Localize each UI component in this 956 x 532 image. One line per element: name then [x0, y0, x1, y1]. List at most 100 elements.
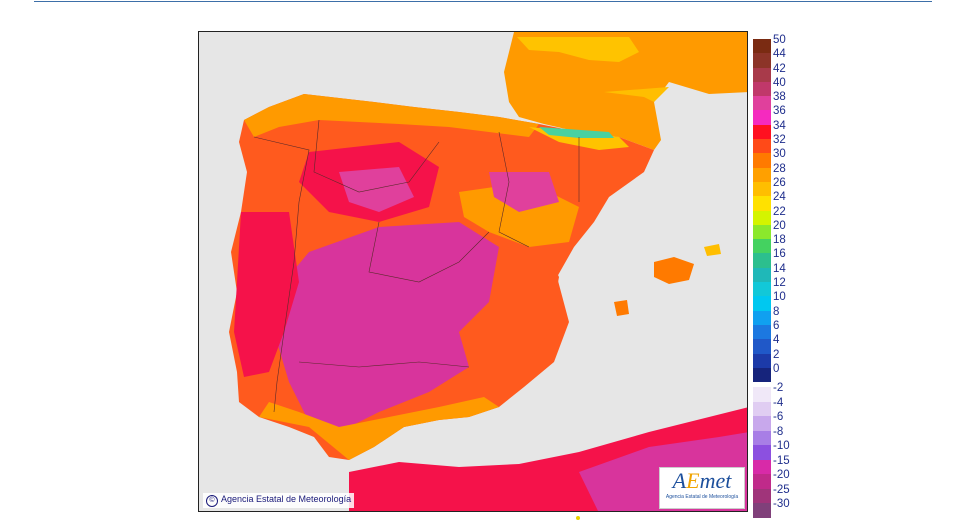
menorca: [704, 244, 721, 256]
legend-positive-swatch: [753, 67, 771, 82]
legend-positive-label: 24: [773, 191, 786, 204]
footer-marker: [576, 516, 580, 520]
logo-rest: met: [699, 468, 732, 493]
legend-positive-label: 18: [773, 234, 786, 247]
border-aragon: [498, 131, 530, 248]
legend-negative-swatch: [753, 416, 771, 431]
legend-negative-swatch: [753, 503, 771, 518]
central-plateau: [274, 222, 499, 432]
copyright-credit: © Agencia Estatal de Meteorología: [203, 493, 355, 508]
legend-positive-swatch: [753, 124, 771, 140]
legend-negative-label: -30: [773, 498, 790, 510]
south-coast-warm: [259, 397, 499, 460]
aemet-logo: AEmet Agencia Estatal de Meteorología: [659, 467, 745, 509]
legend-positive-swatch: [753, 253, 771, 268]
border-northern-regions: [313, 119, 440, 193]
ebro-hot-core: [489, 172, 559, 212]
logo-letter-e: E: [686, 468, 700, 493]
legend-positive-label: 2: [773, 348, 780, 361]
ibiza: [614, 300, 629, 316]
legend-positive-swatch: [753, 339, 771, 354]
copyright-icon: ©: [206, 495, 218, 507]
legend-positive-swatch: [753, 196, 771, 211]
levante-warm: [484, 247, 559, 362]
legend-positive-swatch: [753, 81, 771, 97]
legend-positive-label: 22: [773, 205, 786, 218]
north-coast-warm: [244, 94, 539, 137]
legend-negative-swatch: [753, 401, 771, 416]
legend-negative-label: -2: [773, 382, 784, 394]
legend-positive-label: 12: [773, 277, 786, 290]
legend-positive-label: 0: [773, 362, 780, 375]
legend-positive-swatch: [753, 310, 771, 325]
legend-positive-label: 30: [773, 148, 786, 161]
region-borders: [253, 119, 580, 413]
legend-positive-label: 32: [773, 134, 786, 147]
legend-positive-label: 6: [773, 319, 780, 332]
west-portugal-hot: [234, 212, 299, 377]
legend-positive-label: 16: [773, 248, 786, 261]
legend-positive-label: 34: [773, 119, 786, 132]
legend-positive-label: 4: [773, 334, 780, 347]
legend-positive-swatch: [753, 367, 771, 383]
legend-positive-swatch: [753, 110, 771, 125]
mallorca: [654, 257, 694, 284]
legend-negative-label: -20: [773, 469, 790, 481]
pyrenees-peaks: [539, 127, 614, 138]
legend-positive-scale: [753, 39, 771, 383]
legend-positive-swatch: [753, 181, 771, 197]
france-cool-zone: [517, 37, 639, 62]
legend-positive-label: 28: [773, 162, 786, 175]
logo-letter-a: A: [672, 468, 687, 493]
legend-positive-labels: 50 44 42 40 38 36 34 32 30 28 26 24 22 20 18 16 14 12 10 8 6…: [773, 33, 786, 376]
legend-negative-label: -25: [773, 483, 790, 496]
legend-positive-swatch: [753, 139, 771, 154]
legend-positive-label: 38: [773, 91, 786, 104]
legend-positive-swatch: [753, 39, 771, 54]
legend-positive-swatch: [753, 53, 771, 68]
legend-positive-swatch: [753, 153, 771, 168]
legend-negative-swatch: [753, 488, 771, 503]
legend-positive-swatch: [753, 267, 771, 283]
legend-positive-swatch: [753, 210, 771, 225]
legend-negative-swatch: [753, 474, 771, 489]
legend-positive-swatch: [753, 224, 771, 240]
france-mild-zone: [604, 87, 669, 102]
legend-positive-label: 20: [773, 219, 786, 232]
legend-positive-swatch: [753, 296, 771, 311]
legend-positive-swatch: [753, 96, 771, 111]
legend-positive-swatch: [753, 239, 771, 254]
legend-negative-swatch: [753, 387, 771, 402]
logo-subtitle: Agencia Estatal de Meteorología: [665, 494, 739, 500]
border-andalucia: [298, 361, 470, 368]
legend-negative-label: -10: [773, 440, 790, 452]
legend-negative-label: -4: [773, 396, 784, 409]
legend-positive-swatch: [753, 324, 771, 340]
legend-negative-label: -8: [773, 425, 784, 438]
legend-positive-swatch: [753, 167, 771, 182]
legend-positive-label: 42: [773, 62, 786, 75]
legend-negative-labels: -2 -4 -6 -8 -10 -15 -20 -25 -30: [773, 381, 790, 512]
duero-core: [339, 167, 414, 212]
top-divider: [34, 1, 932, 2]
map-canvas: [199, 32, 747, 511]
legend-positive-label: 44: [773, 48, 786, 61]
legend-positive-label: 40: [773, 76, 786, 89]
legend-positive-label: 36: [773, 105, 786, 118]
legend-positive-swatch: [753, 282, 771, 297]
legend-negative-label: -6: [773, 411, 784, 423]
legend-positive-label: 8: [773, 305, 780, 318]
temperature-map: © Agencia Estatal de Meteorología AEmet A…: [198, 31, 748, 512]
legend-negative-swatch: [753, 459, 771, 474]
credit-text: Agencia Estatal de Meteorología: [221, 494, 352, 504]
legend-positive-label: 10: [773, 291, 786, 304]
legend-negative-label: -15: [773, 454, 790, 467]
legend-positive-label: 26: [773, 176, 786, 189]
border-castilla-mancha: [368, 221, 490, 283]
legend-positive-label: 50: [773, 34, 786, 46]
border-portugal-spain: [253, 136, 310, 413]
legend-negative-scale: [753, 387, 771, 518]
legend-negative-swatch: [753, 430, 771, 445]
legend-negative-swatch: [753, 445, 771, 460]
legend-positive-label: 14: [773, 262, 786, 275]
